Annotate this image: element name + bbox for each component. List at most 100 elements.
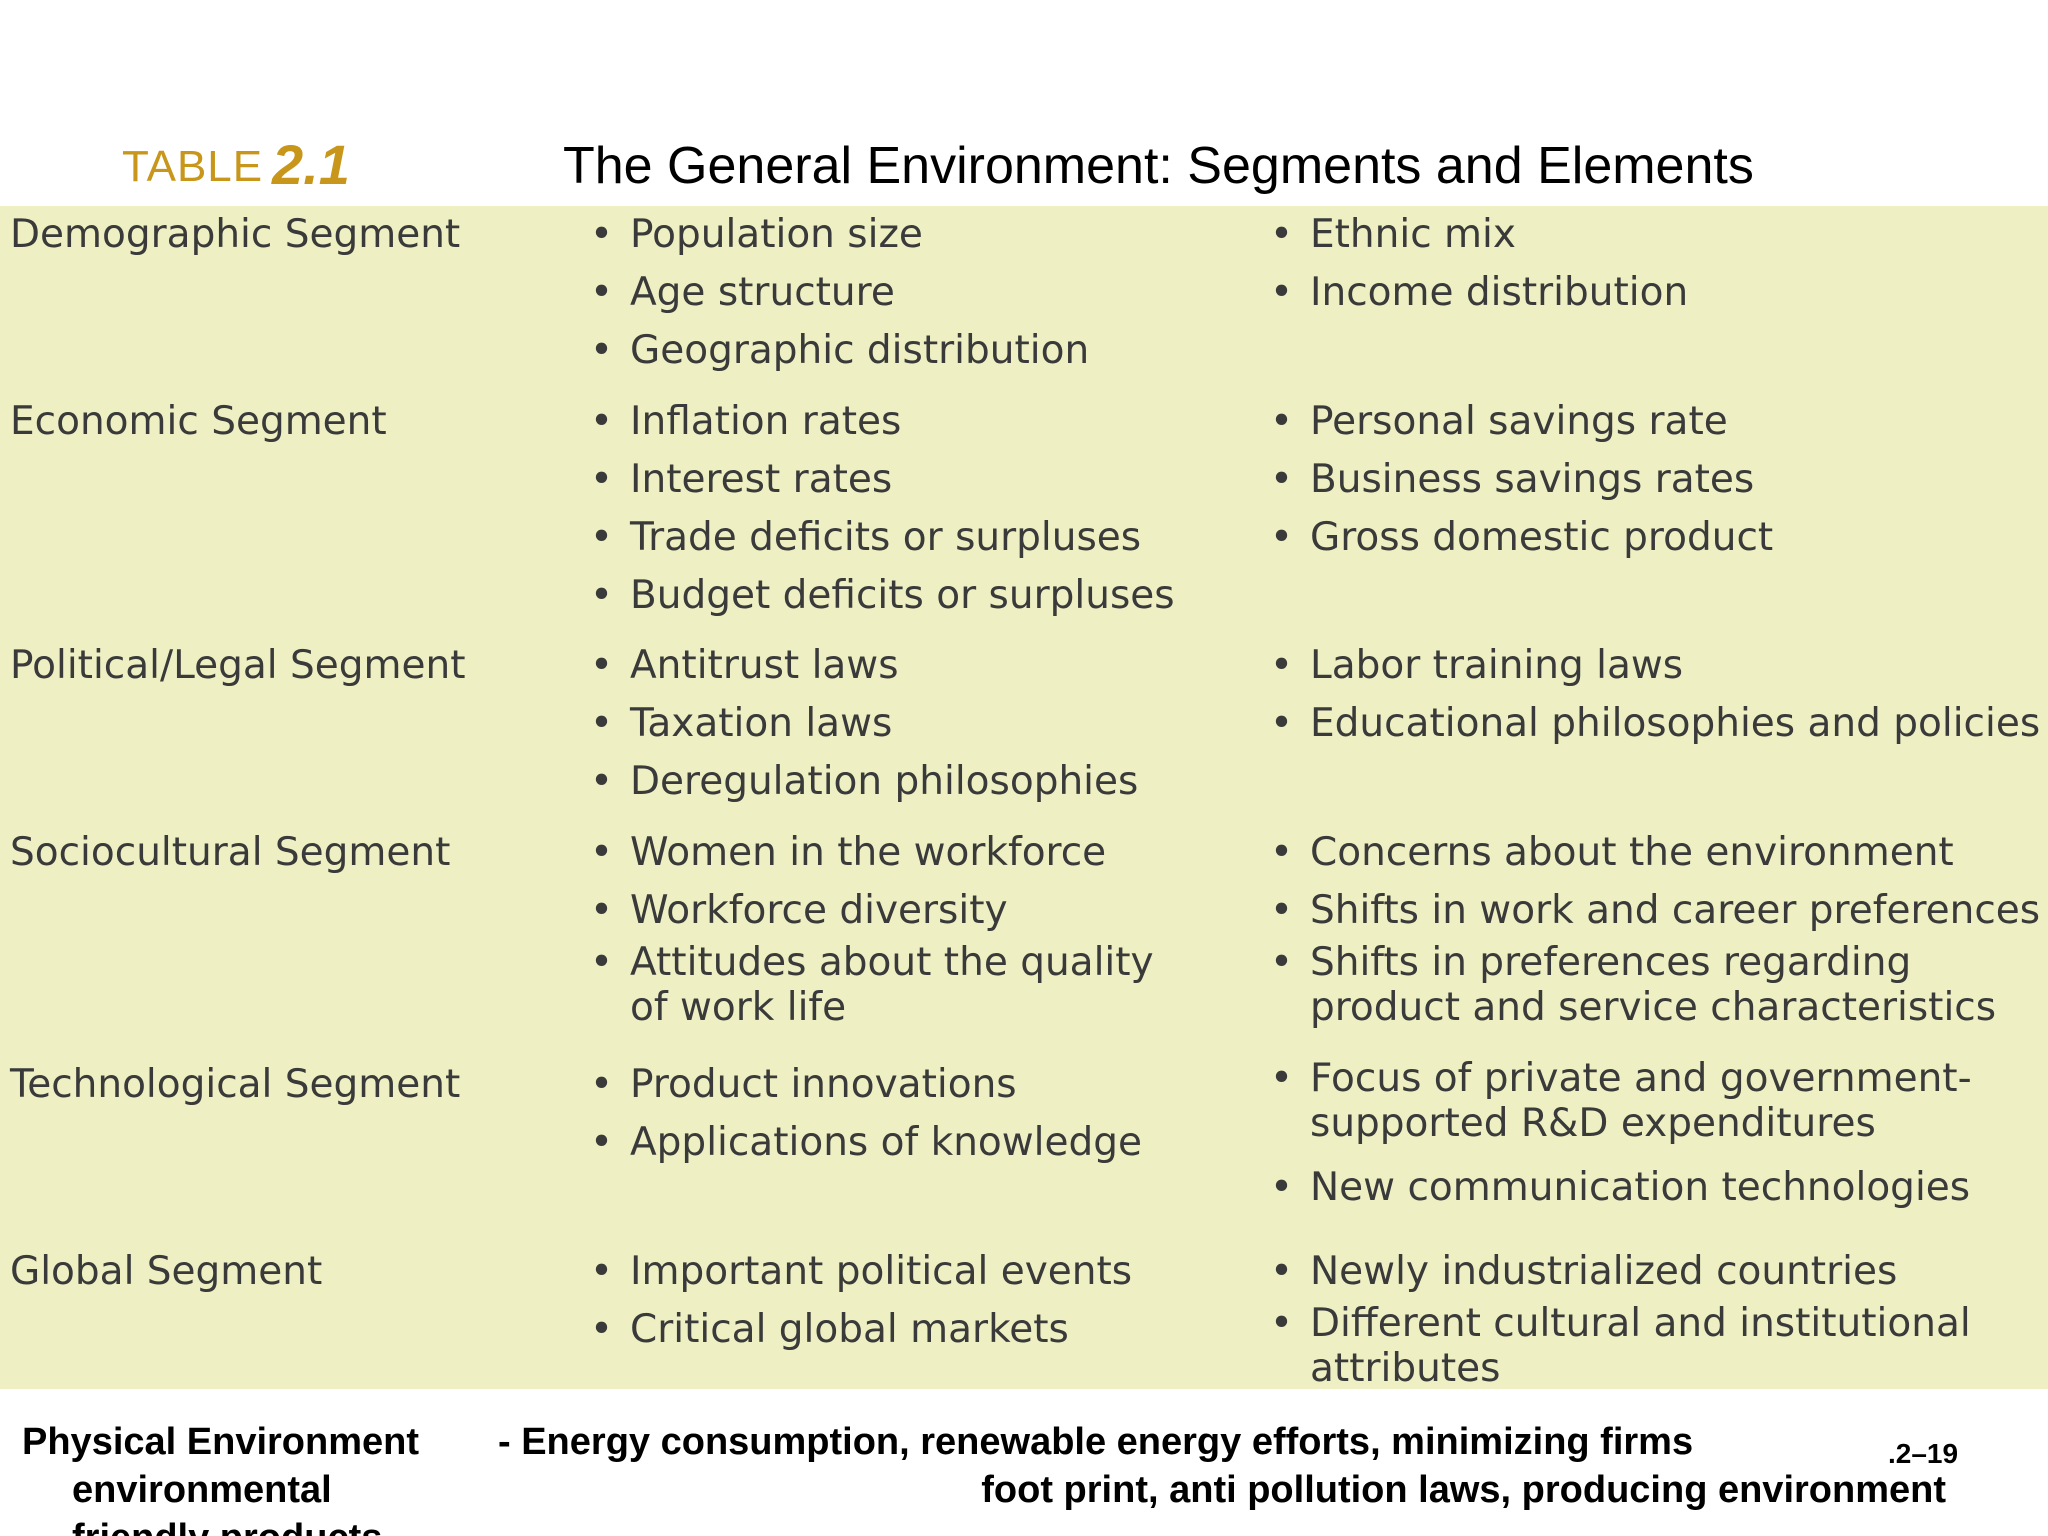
segment-name: Sociocultural Segment [10,830,451,875]
segment-element: • New communication technologies [1270,1159,1972,1217]
physical-environment-label-line2: environmental friendly products [72,1469,382,1536]
segment-element-text: Inflation rates [630,399,902,444]
elements-column-left: • Women in the workforce • Workforce divers… [590,824,1154,1043]
slide-number: .2–19 [1888,1438,1959,1469]
segment-element-text: Deregulation philosophies [630,759,1139,804]
elements-column-left: • Population size • Age structure • Geographi… [590,206,1089,380]
segment-name: Technological Segment [10,1062,461,1107]
segment-element: • Interest rates [590,451,1175,509]
segment-element-text: Income distribution [1310,270,1689,315]
table-number: 2.1 [272,133,350,196]
physical-environment-description: - Energy consumption, renewable energy e… [498,1418,1958,1514]
segment-element: • Gross domestic product [1270,509,1773,567]
segment-element-text: Interest rates [630,457,893,502]
physical-environment-desc-line2: foot print, anti pollution laws, produci… [981,1469,1946,1511]
segment-element-text: Product innovations [630,1062,1017,1107]
segment-element-text: Critical global markets [630,1307,1069,1352]
segment-element: • Concerns about the environment [1270,824,2040,882]
bullet-icon: • [590,643,614,688]
elements-column-right: • Focus of private and government- suppor… [1270,1056,1972,1217]
segment-element: • Product innovations [590,1056,1142,1114]
segment-element-text: New communication technologies [1310,1165,1971,1210]
bullet-icon: • [590,515,614,560]
segment-element: • Income distribution [1270,264,1688,322]
segment-element: • Different cultural and institutional at… [1270,1301,1971,1391]
segment-element: • Labor training laws [1270,637,2040,695]
bullet-icon: • [590,270,614,315]
segment-element: • Attitudes about the quality of work lif… [590,940,1154,1030]
physical-environment-desc-line1: - Energy consumption, renewable energy e… [498,1421,1694,1463]
segment-element-text: Focus of private and government- support… [1310,1056,1972,1146]
elements-column-right: • Concerns about the environment • Shifts i… [1270,824,2040,1043]
bullet-icon: • [1270,643,1294,688]
segment-element-text: Ethnic mix [1310,212,1516,257]
bullet-icon: • [1270,270,1294,315]
segment-element-text: Gross domestic product [1310,515,1774,560]
segment-element: • Newly industrialized countries [1270,1243,1971,1301]
segment-element: • Women in the workforce [590,824,1154,882]
segment-element-text: Shifts in work and career preferences [1310,888,2041,933]
segment-element: • Population size [590,206,1089,264]
segment-element: • Shifts in preferences regarding product… [1270,940,2040,1030]
segment-element: • Critical global markets [590,1301,1132,1359]
physical-environment-note: Physical Environment environmental frien… [0,1418,2048,1536]
segment-element: • Trade deficits or surpluses [590,509,1175,567]
bullet-icon: • [1270,1249,1294,1294]
bullet-icon: • [590,1062,614,1107]
elements-column-right: • Labor training laws • Educational philoso… [1270,637,2040,753]
bullet-icon: • [590,573,614,618]
segment-element-text: Labor training laws [1310,643,1684,688]
segment-element-text: Applications of knowledge [630,1120,1143,1165]
bullet-icon: • [1270,1056,1294,1101]
bullet-icon: • [1270,940,1294,985]
segment-element-text: Newly industrialized countries [1310,1249,1898,1294]
physical-environment-label: Physical Environment environmental frien… [22,1418,482,1536]
bullet-icon: • [590,701,614,746]
segment-element: • Workforce diversity [590,882,1154,940]
segment-element-text: Workforce diversity [630,888,1008,933]
elements-column-left: • Product innovations • Applications of kno… [590,1056,1142,1172]
bullet-icon: • [590,888,614,933]
segment-name: Political/Legal Segment [10,643,466,688]
bullet-icon: • [590,212,614,257]
segment-element: • Age structure [590,264,1089,322]
table-title: The General Environment: Segments and El… [563,137,1754,195]
segment-element: • Shifts in work and career preferences [1270,882,2040,940]
segment-element: • Taxation laws [590,695,1138,753]
segment-element: • Focus of private and government- suppor… [1270,1056,1972,1146]
segment-element-text: Trade deficits or surpluses [630,515,1142,560]
segment-name: Global Segment [10,1249,323,1294]
segment-element-text: Educational philosophies and policies [1310,701,2041,746]
elements-column-left: • Antitrust laws • Taxation laws • Deregulati… [590,637,1138,811]
segment-element-text: Population size [630,212,923,257]
segment-element-text: Concerns about the environment [1310,830,1954,875]
bullet-icon: • [590,830,614,875]
bullet-icon: • [590,1120,614,1165]
segment-element: • Educational philosophies and policies [1270,695,2040,753]
segment-element: • Business savings rates [1270,451,1773,509]
segment-element-text: Personal savings rate [1310,399,1728,444]
bullet-icon: • [1270,1301,1294,1346]
segment-element: • Inflation rates [590,393,1175,451]
segment-element-text: Women in the workforce [630,830,1107,875]
segment-element: • Personal savings rate [1270,393,1773,451]
physical-environment-label-line1: Physical Environment [22,1421,420,1463]
segment-element-text: Taxation laws [630,701,893,746]
bullet-icon: • [1270,212,1294,257]
segment-element-text: Shifts in preferences regarding product … [1310,940,1997,1030]
bullet-icon: • [590,1249,614,1294]
segment-element-text: Budget deficits or surpluses [630,573,1175,618]
segment-element-text: Geographic distribution [630,328,1090,373]
elements-column-right: • Personal savings rate • Business savings … [1270,393,1773,567]
bullet-icon: • [1270,830,1294,875]
bullet-icon: • [590,399,614,444]
segment-element: • Deregulation philosophies [590,753,1138,811]
bullet-icon: • [590,759,614,804]
bullet-icon: • [590,1307,614,1352]
segment-element: • Budget deficits or surpluses [590,567,1175,625]
bullet-icon: • [590,940,614,985]
bullet-icon: • [590,457,614,502]
segment-name: Demographic Segment [10,212,461,257]
segment-element-text: Attitudes about the quality of work life [630,940,1154,1030]
table-header: TABLE 2.1 The General Environment: Segme… [0,128,2048,208]
